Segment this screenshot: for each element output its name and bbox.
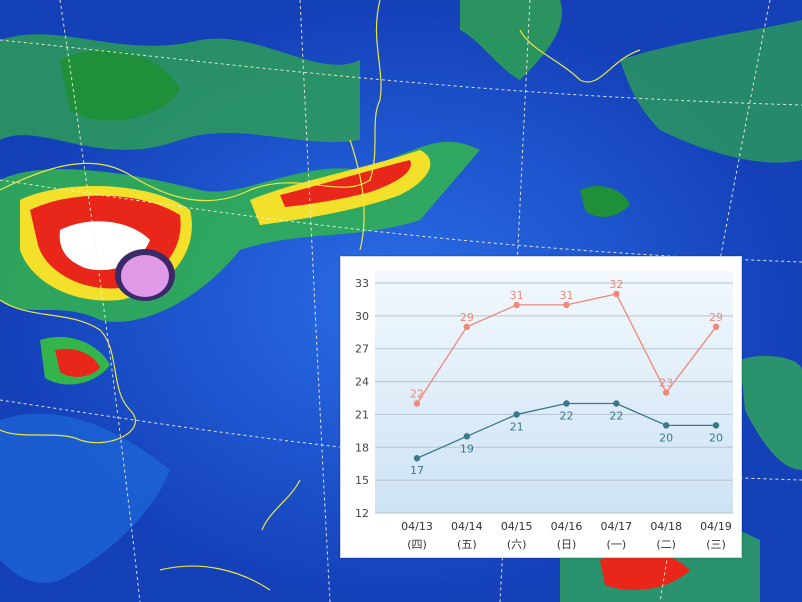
y-tick-label: 30 bbox=[355, 310, 369, 323]
x-tick-label: 04/15 bbox=[501, 520, 533, 533]
data-label: 22 bbox=[410, 387, 424, 400]
x-tick-label: 04/14 bbox=[451, 520, 483, 533]
y-tick-label: 21 bbox=[355, 408, 369, 421]
data-point bbox=[513, 411, 520, 418]
data-label: 20 bbox=[709, 431, 723, 444]
data-label: 31 bbox=[560, 289, 574, 302]
data-point bbox=[712, 422, 720, 429]
y-tick-label: 24 bbox=[355, 376, 369, 389]
chart-plot: 12 15 18 21 24 27 30 33 04/13 (四) 04/14 (五) 04/15 (六… bbox=[355, 271, 733, 551]
x-weekday-label: (五) bbox=[457, 538, 477, 551]
data-label: 17 bbox=[410, 464, 424, 477]
y-tick-label: 15 bbox=[355, 474, 369, 487]
data-label: 22 bbox=[609, 409, 623, 422]
x-tick-label: 04/16 bbox=[551, 520, 583, 533]
data-label: 31 bbox=[510, 289, 524, 302]
x-tick-label: 04/13 bbox=[401, 520, 433, 533]
data-point bbox=[413, 400, 421, 407]
data-point bbox=[563, 301, 570, 309]
y-tick-label: 27 bbox=[355, 343, 369, 356]
data-point bbox=[463, 323, 471, 331]
data-point bbox=[463, 433, 471, 440]
data-point bbox=[563, 400, 570, 407]
x-weekday-label: (三) bbox=[706, 538, 726, 551]
data-point bbox=[613, 400, 620, 407]
data-label: 29 bbox=[460, 311, 474, 324]
data-point bbox=[613, 290, 620, 298]
data-label: 29 bbox=[709, 311, 723, 324]
x-weekday-label: (六) bbox=[507, 538, 527, 551]
data-label: 21 bbox=[510, 420, 524, 433]
data-label: 22 bbox=[560, 409, 574, 422]
data-point bbox=[513, 301, 520, 309]
x-weekday-label: (二) bbox=[656, 538, 676, 551]
data-label: 20 bbox=[659, 431, 673, 444]
y-tick-label: 18 bbox=[355, 441, 369, 454]
y-tick-label: 12 bbox=[355, 507, 369, 520]
data-point bbox=[712, 323, 720, 331]
temperature-chart: 12 15 18 21 24 27 30 33 04/13 (四) 04/14 (五) 04/15 (六… bbox=[340, 256, 742, 558]
x-tick-label: 04/17 bbox=[600, 520, 632, 533]
data-point bbox=[662, 389, 670, 396]
data-point bbox=[413, 455, 421, 462]
x-weekday-label: (四) bbox=[407, 538, 427, 551]
x-tick-label: 04/18 bbox=[650, 520, 682, 533]
data-label: 23 bbox=[659, 377, 673, 390]
y-tick-label: 33 bbox=[355, 277, 369, 290]
data-label: 32 bbox=[609, 278, 623, 291]
x-tick-label: 04/19 bbox=[700, 520, 732, 533]
x-weekday-label: (日) bbox=[557, 538, 577, 551]
plot-area bbox=[375, 271, 733, 513]
x-weekday-label: (一) bbox=[607, 538, 627, 551]
data-label: 19 bbox=[460, 442, 474, 455]
data-point bbox=[662, 422, 670, 429]
